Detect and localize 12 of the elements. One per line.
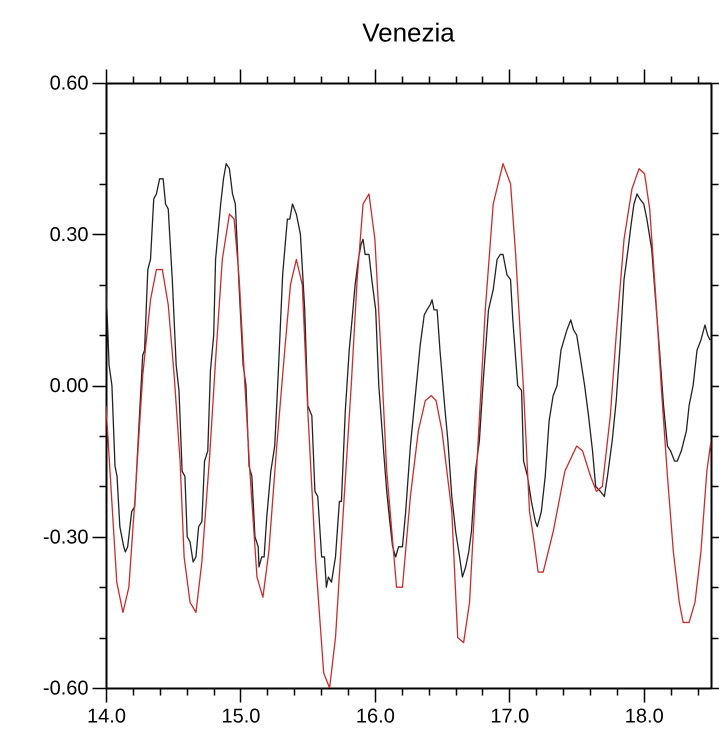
x-tick-label: 18.0	[624, 706, 664, 728]
x-tick-label: 16.0	[356, 706, 395, 728]
x-tick-label: 15.0	[221, 706, 260, 728]
y-tick-label: 0.00	[50, 375, 88, 397]
y-tick-label: -0.30	[42, 526, 88, 548]
y-tick-label: 0.60	[50, 72, 88, 94]
x-tick-label: 14.0	[87, 706, 126, 728]
x-tick-label: 17.0	[490, 706, 530, 728]
chart-title: Venezia	[362, 17, 456, 48]
y-tick-label: 0.30	[50, 224, 88, 246]
line-series	[106, 163, 711, 588]
y-tick-label: -0.60	[42, 678, 88, 700]
